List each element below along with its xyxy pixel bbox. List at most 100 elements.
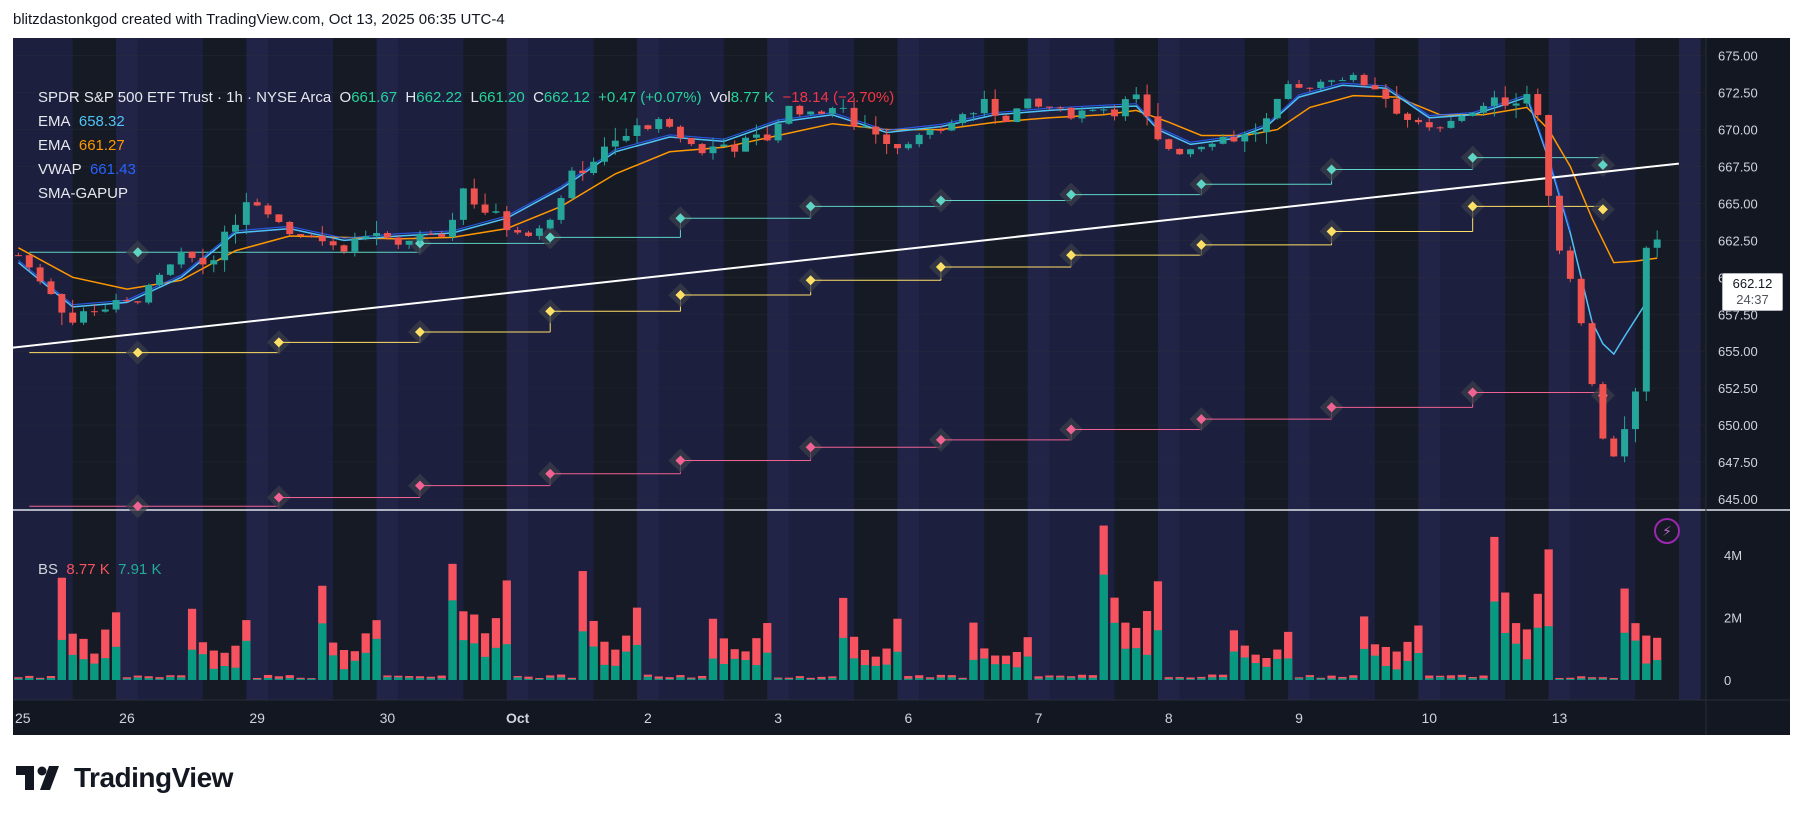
chart-canvas[interactable]: 675.00672.50670.00667.50665.00662.50660.… bbox=[13, 38, 1790, 735]
sell-volume-bar bbox=[1522, 629, 1532, 680]
candle-body bbox=[1501, 97, 1509, 106]
candle-body bbox=[416, 233, 424, 241]
sell-volume-bar bbox=[101, 629, 110, 680]
candle-body bbox=[568, 170, 576, 199]
candle-body bbox=[362, 236, 370, 239]
candle-body bbox=[405, 240, 413, 245]
candle-body bbox=[861, 126, 869, 128]
sell-volume-bar bbox=[611, 649, 620, 680]
buy-volume-bar bbox=[1620, 632, 1629, 680]
sell-volume-bar bbox=[882, 648, 891, 680]
candle-body bbox=[763, 134, 771, 141]
legend-sma-gapup[interactable]: SMA-GAPUP bbox=[38, 182, 894, 206]
candle-body bbox=[1556, 195, 1563, 251]
buy-volume-bar bbox=[936, 677, 946, 680]
candle-body bbox=[1002, 115, 1010, 123]
buy-volume-bar bbox=[763, 652, 772, 680]
candle-body bbox=[1458, 115, 1466, 121]
candle-body bbox=[1588, 323, 1596, 385]
sell-volume-bar bbox=[1284, 631, 1293, 680]
sell-volume-bar bbox=[969, 622, 978, 680]
candle-body bbox=[188, 251, 196, 258]
buy-volume-bar bbox=[296, 678, 305, 680]
sell-volume-bar bbox=[567, 677, 577, 680]
candle-body bbox=[286, 221, 294, 235]
change-value: +0.47 (+0.07%) bbox=[598, 89, 702, 106]
volume-tick-label: 4M bbox=[1724, 548, 1742, 563]
buy-volume-bar bbox=[1642, 663, 1651, 680]
candle-body bbox=[1653, 239, 1661, 248]
bs-indicator-legend[interactable]: BS 8.77 K 7.91 K bbox=[38, 561, 161, 578]
candle-body bbox=[1132, 94, 1140, 100]
vwap-label: VWAP bbox=[38, 161, 82, 178]
legend-ema-slow[interactable]: EMA 661.27 bbox=[38, 134, 894, 158]
candle-body bbox=[36, 267, 44, 282]
close-label: C bbox=[533, 89, 544, 106]
buy-volume-bar bbox=[415, 678, 425, 680]
candle-body bbox=[937, 129, 945, 131]
candle-body bbox=[459, 188, 467, 220]
buy-volume-bar bbox=[958, 678, 967, 680]
buy-volume-bar bbox=[849, 658, 859, 680]
bs-buy-value: 7.91 K bbox=[118, 561, 162, 578]
candle-body bbox=[1414, 119, 1422, 123]
buy-volume-bar bbox=[1088, 677, 1097, 680]
sell-volume-bar bbox=[1392, 651, 1401, 680]
bs-label: BS bbox=[38, 561, 59, 578]
buy-volume-bar bbox=[1197, 678, 1206, 680]
buy-volume-bar bbox=[350, 660, 359, 680]
buy-volume-bar bbox=[806, 679, 815, 680]
time-tick-label: 26 bbox=[119, 710, 135, 726]
candles bbox=[14, 72, 1661, 463]
buy-volume-bar bbox=[36, 678, 45, 680]
sell-volume-bar bbox=[1186, 677, 1195, 680]
buy-volume-bar bbox=[1229, 651, 1239, 680]
buy-volume-bar bbox=[839, 637, 848, 680]
candle-body bbox=[1121, 99, 1129, 117]
legend-vwap[interactable]: VWAP 661.43 bbox=[38, 158, 894, 182]
sell-volume-bar bbox=[1653, 637, 1662, 680]
vol-value: 8.77 K bbox=[730, 89, 775, 106]
candle-body bbox=[1230, 136, 1238, 142]
vwap-line bbox=[18, 82, 1571, 306]
ema-slow-value: 661.27 bbox=[78, 137, 125, 154]
candle-body bbox=[525, 232, 532, 236]
candle-body bbox=[166, 264, 174, 275]
candle-body bbox=[948, 123, 956, 131]
sell-volume-bar bbox=[1609, 678, 1618, 680]
buy-volume-bar bbox=[242, 640, 251, 680]
buy-volume-bar bbox=[741, 660, 750, 680]
buy-volume-bar bbox=[318, 623, 327, 680]
buy-volume-bar bbox=[1446, 678, 1456, 680]
buy-volume-bar bbox=[426, 678, 435, 680]
buy-volume-bar bbox=[1012, 667, 1021, 680]
buy-volume-bar bbox=[1425, 678, 1434, 680]
candle-body bbox=[329, 241, 337, 246]
legend-ema-fast[interactable]: EMA 658.32 bbox=[38, 110, 894, 134]
buy-volume-bar bbox=[1338, 678, 1347, 680]
candle-body bbox=[14, 255, 22, 257]
sell-volume-bar bbox=[285, 675, 294, 680]
candle-body bbox=[818, 111, 825, 114]
sell-volume-bar bbox=[556, 674, 566, 680]
buy-volume-bar bbox=[1251, 663, 1260, 680]
buy-volume-bar bbox=[752, 665, 761, 680]
buy-volume-bar bbox=[991, 664, 1000, 680]
buy-volume-bar bbox=[1142, 654, 1152, 680]
chart-legend: SPDR S&P 500 ETF Trust · 1h · NYSE Arca … bbox=[38, 86, 894, 206]
sell-volume-bar bbox=[632, 607, 642, 680]
lightning-icon[interactable]: ⚡ bbox=[1654, 518, 1680, 544]
candle-body bbox=[1490, 97, 1498, 106]
candle-body bbox=[611, 140, 619, 147]
buy-volume-bar bbox=[513, 677, 522, 680]
candle-body bbox=[1577, 278, 1585, 324]
chart-frame[interactable]: 675.00672.50670.00667.50665.00662.50660.… bbox=[13, 38, 1790, 735]
buy-volume-bar bbox=[111, 646, 121, 680]
candle-body bbox=[1371, 85, 1379, 90]
sell-volume-bar bbox=[1327, 675, 1336, 680]
candle-body bbox=[1241, 134, 1249, 142]
symbol-name[interactable]: SPDR S&P 500 ETF Trust · 1h · NYSE Arca bbox=[38, 89, 332, 106]
candle-body bbox=[1621, 429, 1629, 457]
candle-body bbox=[221, 231, 229, 261]
candle-body bbox=[980, 98, 988, 114]
